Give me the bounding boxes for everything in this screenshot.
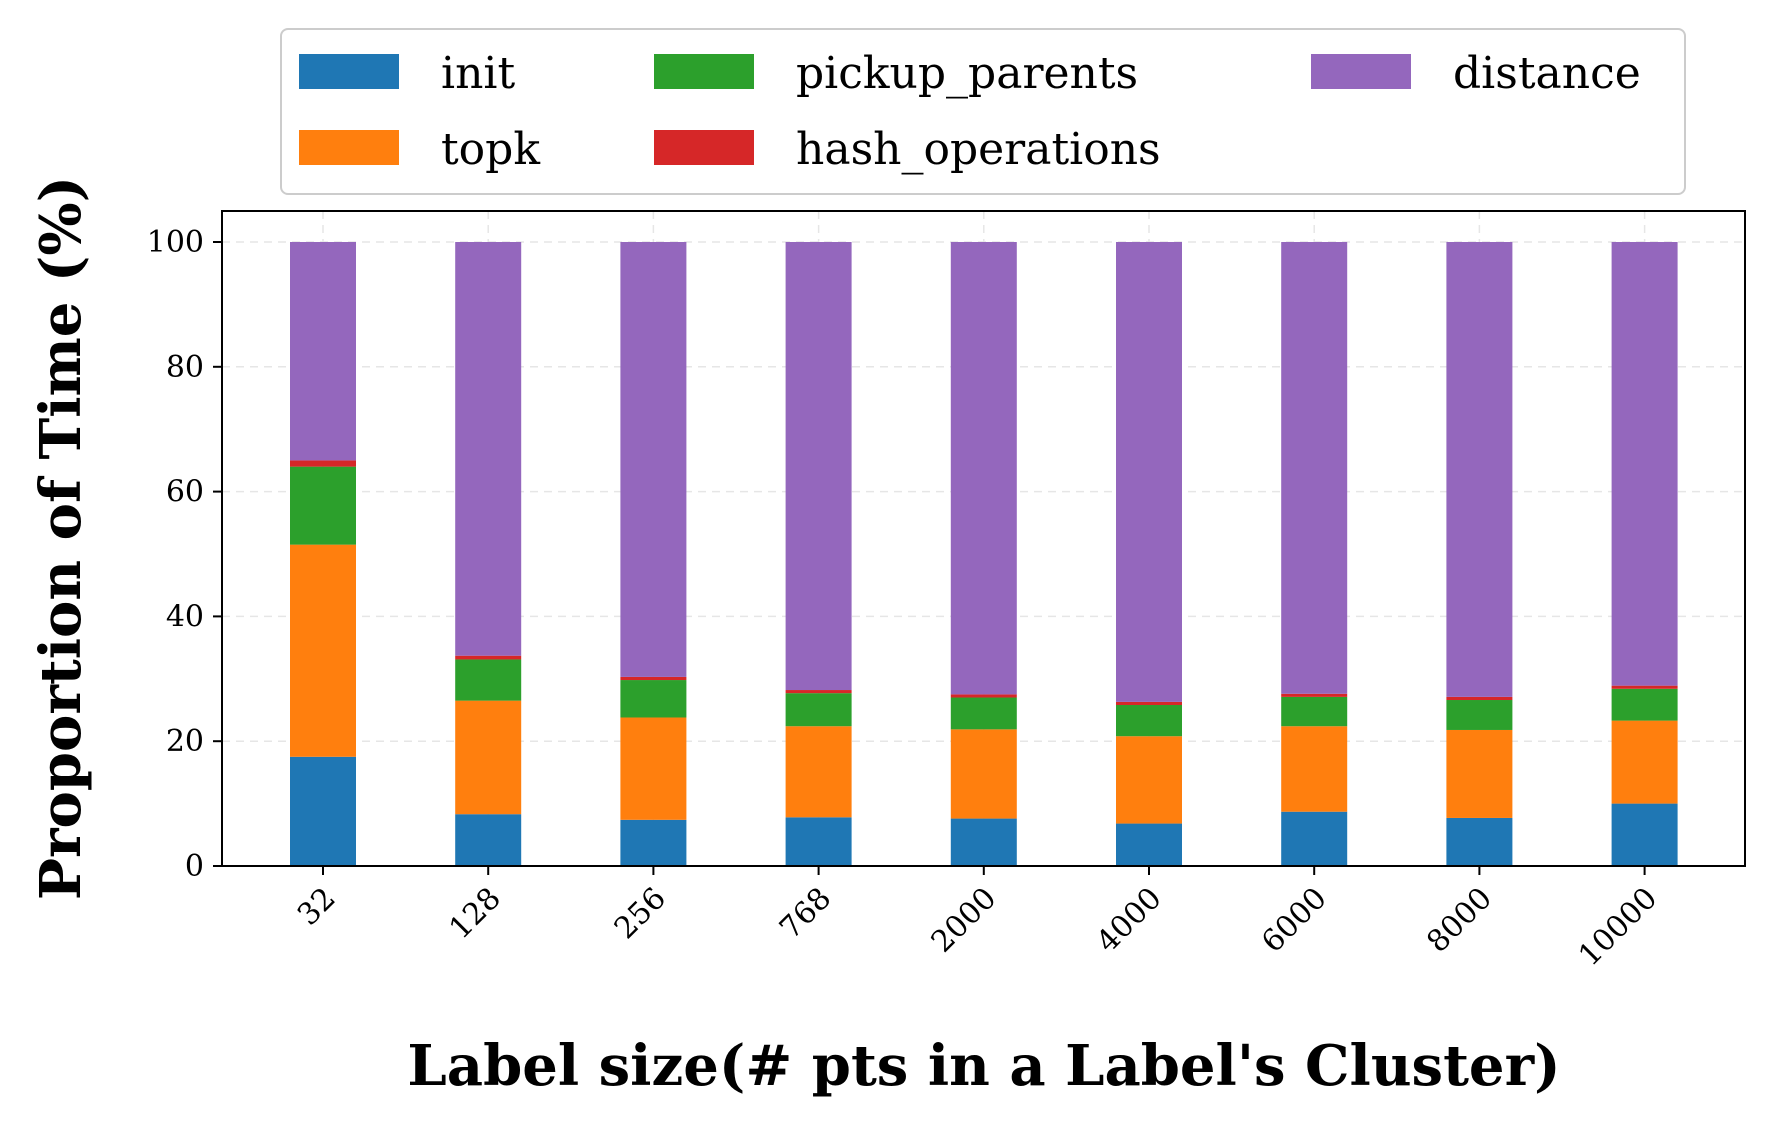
bar-pickup-parents-32 [290,466,356,545]
bar-hash-operations-10000 [1611,685,1678,689]
bar-hash-operations-32 [290,460,356,467]
legend-label-hash-operations: hash_operations [796,124,1161,175]
legend-swatch-init [299,54,399,89]
legend-swatch-pickup-parents [654,54,754,89]
bar-hash-operations-256 [620,676,687,681]
x-tick-label: 128 [443,881,508,946]
bar-distance-128 [455,242,522,656]
bar-hash-operations-6000 [1281,693,1348,697]
x-tick-label: 256 [608,881,673,946]
bar-hash-operations-8000 [1446,696,1513,701]
bar-init-768 [785,817,852,866]
bar-pickup-parents-2000 [950,697,1017,730]
bar-topk-4000 [1116,736,1182,824]
bar-topk-768 [785,726,852,818]
bar-hash-operations-128 [455,655,522,660]
bar-hash-operations-4000 [1116,701,1182,706]
bar-init-2000 [950,818,1017,866]
bar-topk-6000 [1281,726,1348,812]
legend-swatch-hash-operations [654,130,754,165]
y-axis: 0 20 40 60 80 100 [147,225,222,884]
bar-topk-10000 [1611,720,1678,804]
legend-label-pickup-parents: pickup_parents [796,48,1138,99]
bar-init-6000 [1281,811,1348,866]
legend: init topk pickup_parents hash_operations dis… [280,28,1686,195]
bar-pickup-parents-6000 [1281,696,1348,727]
bar-init-32 [290,756,356,866]
legend-swatch-distance [1311,54,1411,89]
x-tick-label: 32 [291,881,343,933]
bar-topk-256 [620,717,687,820]
y-tick-label: 100 [147,225,204,260]
bar-pickup-parents-8000 [1446,700,1513,730]
bar-pickup-parents-4000 [1116,705,1182,737]
x-tick-label: 768 [773,881,838,946]
legend-label-distance: distance [1453,48,1641,99]
bar-distance-6000 [1281,242,1348,694]
y-tick-label: 40 [166,599,204,634]
bar-hash-operations-768 [785,690,852,694]
x-tick-label: 4000 [1090,881,1169,960]
bar-distance-768 [785,242,852,691]
bar-init-8000 [1446,817,1513,866]
bar-topk-8000 [1446,729,1513,818]
x-tick-label: 6000 [1255,881,1334,960]
legend-label-topk: topk [441,124,540,175]
y-tick-label: 60 [166,475,204,510]
bar-topk-2000 [950,729,1017,819]
x-axis-title: Label size(# pts in a Label's Cluster) [407,1033,1560,1099]
legend-label-init: init [441,48,515,99]
bar-topk-32 [290,544,356,757]
x-tick-label: 10000 [1572,881,1664,973]
bar-topk-128 [455,700,522,815]
bar-hash-operations-2000 [950,694,1017,698]
x-tick-label: 8000 [1420,881,1499,960]
bar-distance-8000 [1446,242,1513,697]
bar-pickup-parents-128 [455,659,522,701]
y-tick-label: 20 [166,724,204,759]
bar-init-4000 [1116,823,1182,866]
bar-pickup-parents-768 [785,693,852,727]
bar-distance-4000 [1116,242,1182,702]
bar-stacks [290,242,1678,866]
bar-pickup-parents-10000 [1611,688,1678,721]
bar-distance-10000 [1611,242,1678,686]
y-tick-label: 80 [166,350,204,385]
bar-init-256 [620,819,687,866]
bar-pickup-parents-256 [620,680,687,718]
bar-distance-32 [290,242,356,461]
y-tick-label: 0 [185,849,204,884]
bar-distance-2000 [950,242,1017,695]
y-axis-title: Proportion of Time (%) [28,176,94,900]
bar-distance-256 [620,242,687,677]
legend-swatch-topk [299,130,399,165]
bar-init-128 [455,814,522,866]
x-tick-label: 2000 [925,881,1004,960]
x-axis: 32 128 256 768 2000 4000 6000 8000 10000 [291,866,1664,973]
bar-init-10000 [1611,803,1678,866]
